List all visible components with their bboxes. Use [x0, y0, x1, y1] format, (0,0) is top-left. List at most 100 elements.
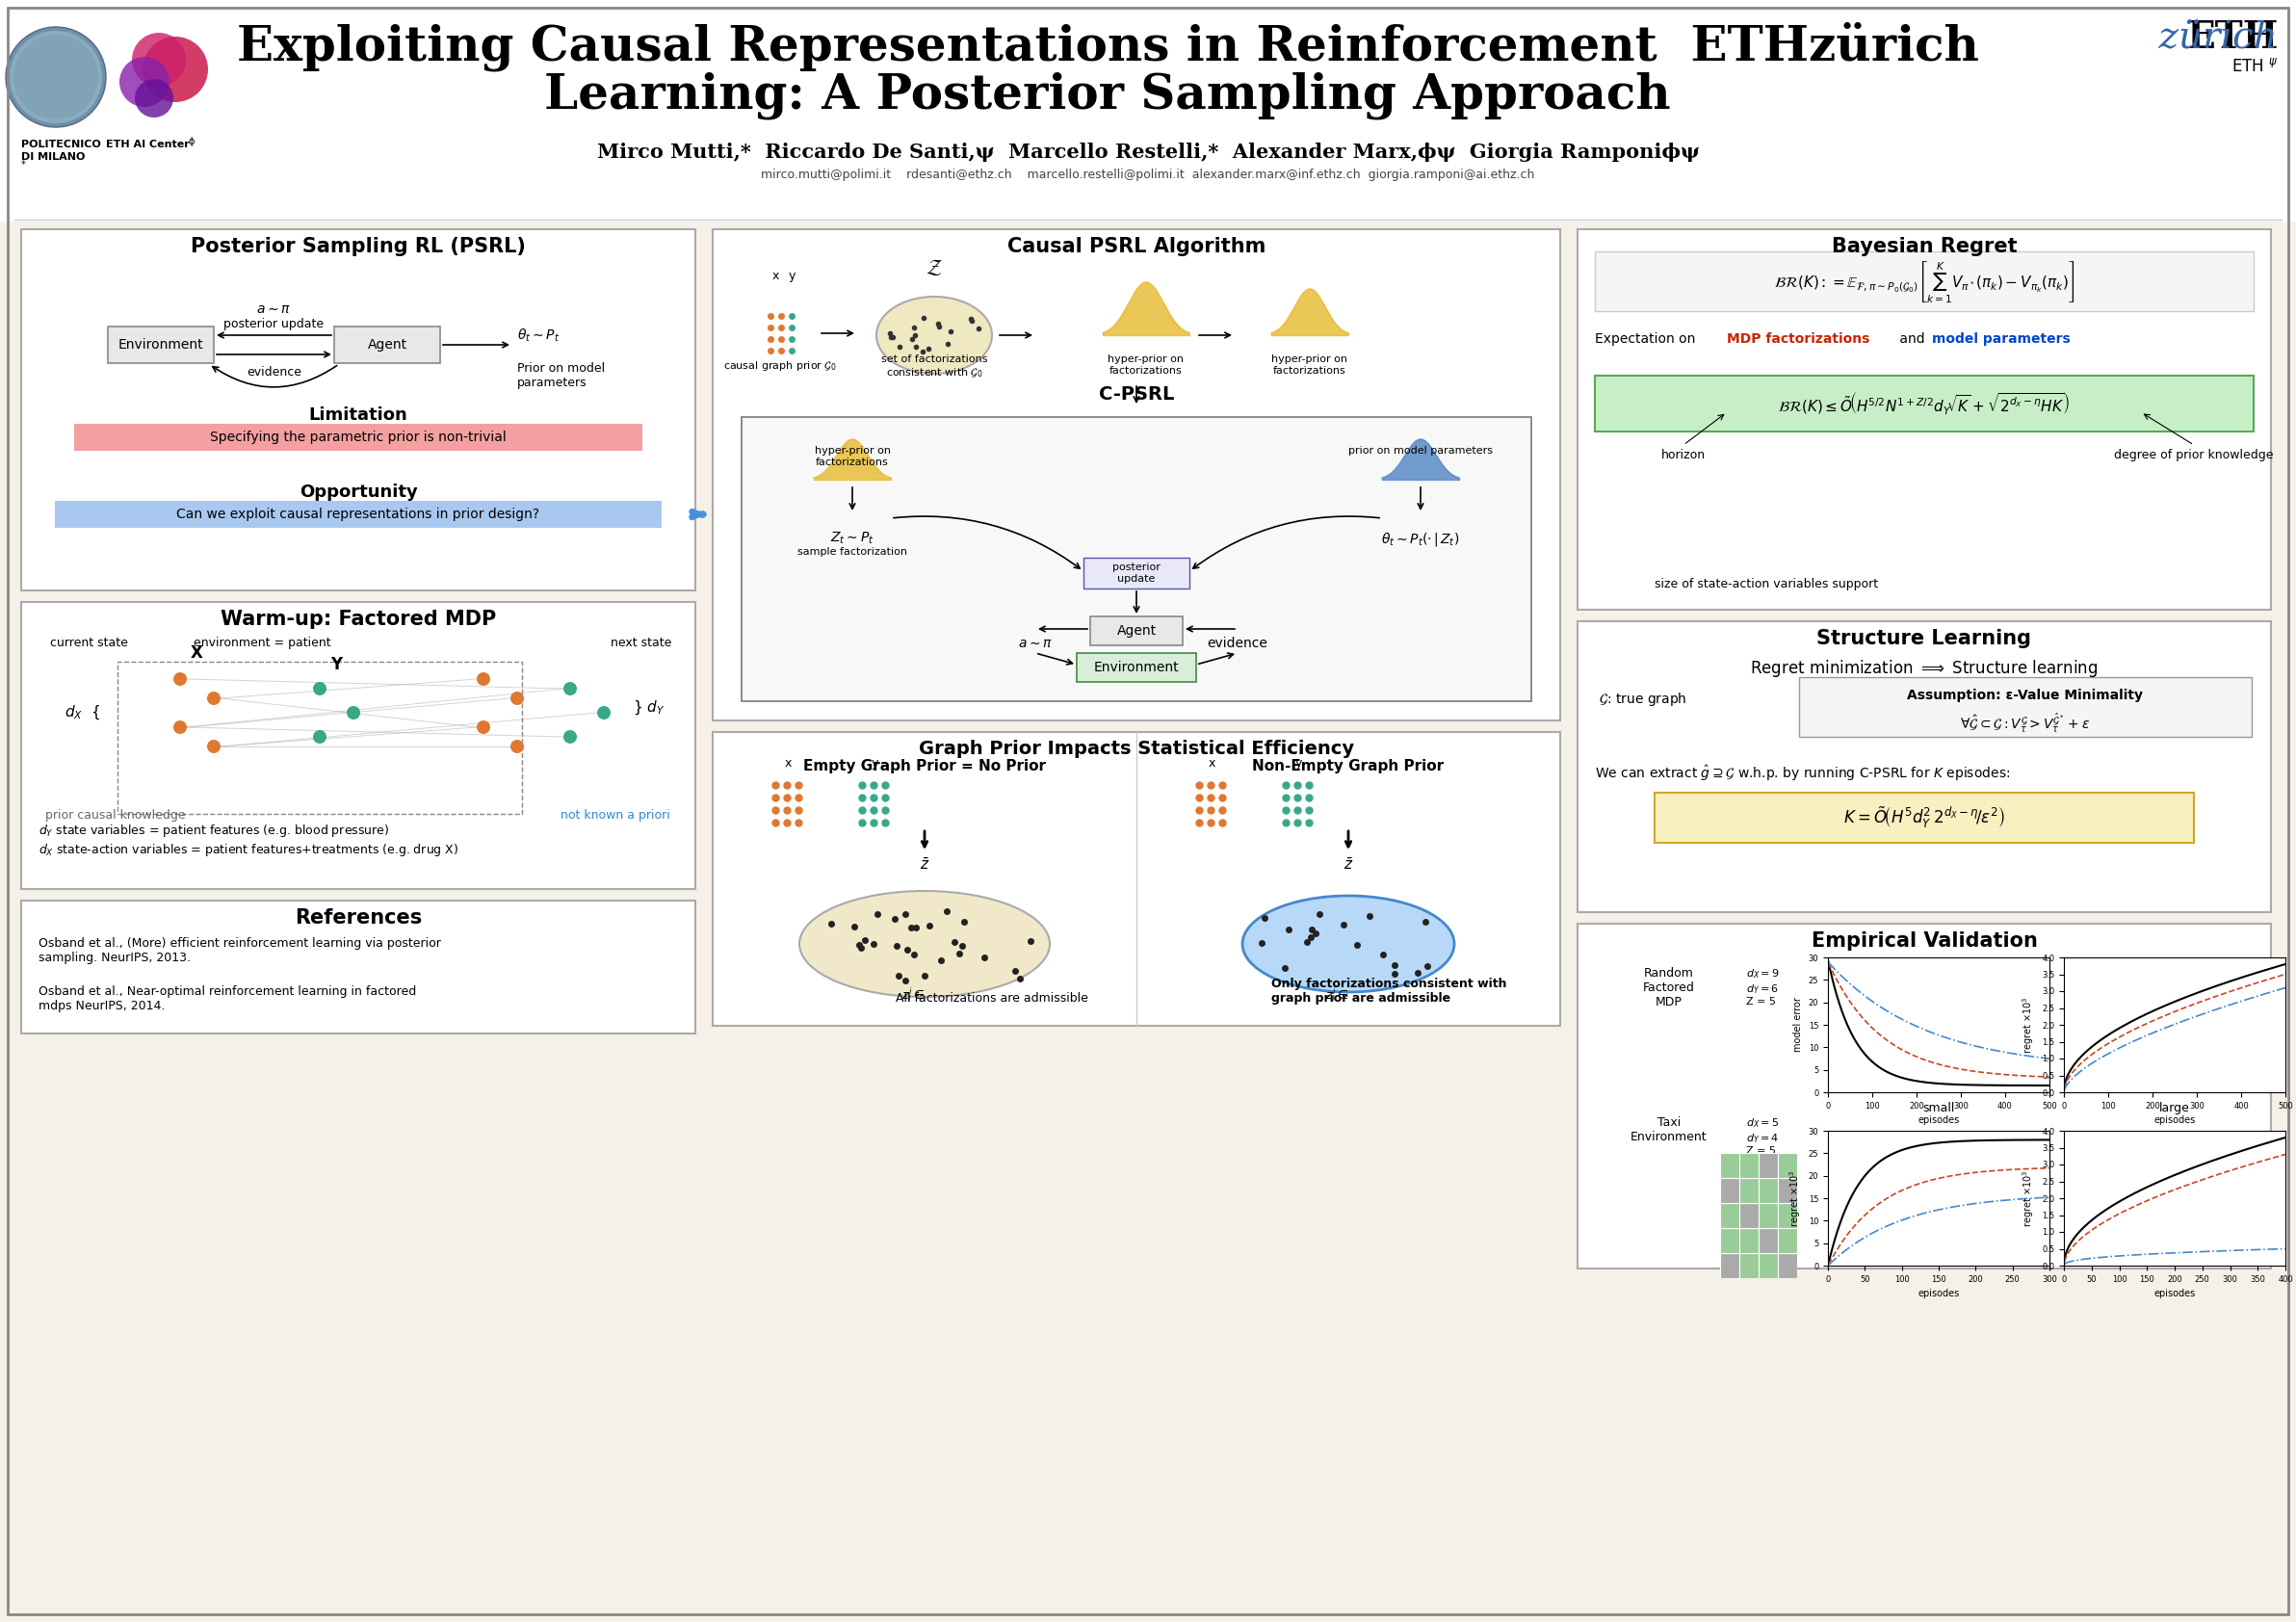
Text: Random
Factored
MDP: Random Factored MDP	[1644, 967, 1694, 1009]
Text: We can extract $\hat{g} \supseteq \mathcal{G}$ w.h.p. by running C-PSRL for $K$ : We can extract $\hat{g} \supseteq \mathc…	[1596, 764, 2011, 783]
Bar	[1577, 229, 2271, 610]
Bar	[1777, 1178, 1798, 1204]
Text: DI MILANO: DI MILANO	[21, 152, 85, 162]
Circle shape	[478, 672, 491, 686]
Text: Environment: Environment	[1093, 660, 1180, 675]
Text: Non-Empty Graph Prior: Non-Empty Graph Prior	[1251, 759, 1444, 774]
Text: $\mathcal{G}$: true graph: $\mathcal{G}$: true graph	[1598, 691, 1688, 707]
Text: next state: next state	[611, 637, 670, 649]
Text: small: small	[1922, 1101, 1954, 1114]
Circle shape	[312, 681, 326, 696]
Text: ETH: ETH	[2186, 19, 2278, 55]
Text: posterior update: posterior update	[223, 318, 324, 331]
Text: POLITECNICO: POLITECNICO	[21, 139, 101, 149]
Bar	[1720, 1254, 1740, 1278]
Text: $d_X$ state-action variables = patient features+treatments (e.g. drug X): $d_X$ state-action variables = patient f…	[39, 842, 459, 858]
Text: $Z_t \sim P_t$: $Z_t \sim P_t$	[831, 530, 875, 547]
Text: mirco.mutti@polimi.it    rdesanti@ethz.ch    marcello.restelli@polimi.it  alexan: mirco.mutti@polimi.it rdesanti@ethz.ch m…	[762, 169, 1534, 182]
Circle shape	[7, 28, 106, 127]
Text: zürich: zürich	[2112, 19, 2278, 55]
Text: Osband et al., (More) efficient reinforcement learning via posterior
sampling. N: Osband et al., (More) efficient reinforc…	[39, 938, 441, 963]
Bar	[712, 229, 1561, 720]
Text: $\bar{z}$: $\bar{z}$	[921, 858, 930, 873]
Y-axis label: regret $\times 10^3$: regret $\times 10^3$	[2020, 996, 2037, 1054]
Text: $d_X = 5$
$d_Y = 4$
Z = 5: $d_X = 5$ $d_Y = 4$ Z = 5	[1745, 1116, 1779, 1156]
Text: Empirical Validation: Empirical Validation	[1812, 931, 2037, 950]
Circle shape	[347, 706, 360, 720]
Bar	[1759, 1178, 1777, 1204]
Text: $a \sim \pi$: $a \sim \pi$	[257, 302, 292, 316]
Bar	[108, 326, 214, 363]
Bar	[1759, 1254, 1777, 1278]
Text: Can we exploit causal representations in prior design?: Can we exploit causal representations in…	[177, 508, 540, 521]
Text: Graph Prior Impacts Statistical Efficiency: Graph Prior Impacts Statistical Efficien…	[918, 740, 1355, 757]
Text: posterior
update: posterior update	[1114, 563, 1159, 584]
Circle shape	[14, 34, 99, 120]
Bar	[73, 423, 643, 451]
Circle shape	[312, 730, 326, 743]
Text: x: x	[785, 757, 792, 769]
Bar	[21, 900, 696, 1033]
Circle shape	[563, 730, 576, 743]
Circle shape	[563, 681, 576, 696]
Bar	[1577, 621, 2271, 912]
Text: Agent: Agent	[1116, 624, 1157, 637]
Text: x: x	[1208, 757, 1215, 769]
Text: prior causal knowledge: prior causal knowledge	[46, 809, 186, 822]
Bar	[1720, 1153, 1740, 1178]
Circle shape	[207, 740, 220, 753]
Ellipse shape	[799, 890, 1049, 998]
Bar	[1777, 1204, 1798, 1228]
Text: ETH AI Center: ETH AI Center	[106, 139, 191, 149]
Text: $K = \tilde{O}\!\left(H^5 d_Y^2\, 2^{d_X - \eta}\!/\varepsilon^2\right)$: $K = \tilde{O}\!\left(H^5 d_Y^2\, 2^{d_X…	[1844, 805, 2004, 830]
Ellipse shape	[877, 297, 992, 373]
Bar	[1800, 676, 2252, 736]
Text: not known a priori: not known a priori	[560, 809, 670, 822]
Text: y: y	[1295, 757, 1302, 769]
Bar	[55, 501, 661, 527]
Text: Exploiting Causal Representations in Reinforcement  ETHzürich: Exploiting Causal Representations in Rei…	[236, 21, 1979, 71]
Bar	[1777, 1254, 1798, 1278]
Text: hyper-prior on
factorizations: hyper-prior on factorizations	[1109, 355, 1185, 375]
Text: MDP factorizations: MDP factorizations	[1727, 333, 1869, 345]
Bar	[117, 662, 521, 814]
Text: Assumption: ε-Value Minimality: Assumption: ε-Value Minimality	[1908, 689, 2144, 702]
Text: x: x	[771, 269, 778, 282]
Bar	[1596, 251, 2255, 311]
Text: and: and	[1896, 333, 1929, 345]
Circle shape	[131, 32, 186, 86]
Text: environment = patient: environment = patient	[193, 637, 331, 649]
Text: large: large	[2158, 1101, 2190, 1114]
Text: $\mathcal{BR}(K) := \mathbb{E}_{\mathcal{F},\pi \sim P_0(\mathcal{G}_0)}\left[\s: $\mathcal{BR}(K) := \mathbb{E}_{\mathcal…	[1775, 258, 2076, 303]
Text: Bayesian Regret: Bayesian Regret	[1832, 237, 2016, 256]
Bar	[1740, 1228, 1759, 1254]
Text: y: y	[870, 757, 877, 769]
Text: model parameters: model parameters	[1931, 333, 2071, 345]
Bar	[1091, 616, 1182, 646]
Bar	[1777, 1153, 1798, 1178]
Text: causal graph prior $\mathcal{G}_0$: causal graph prior $\mathcal{G}_0$	[723, 358, 836, 373]
Text: sample factorization: sample factorization	[797, 547, 907, 556]
Bar	[1777, 1228, 1798, 1254]
Text: $\mathcal{Z}$: $\mathcal{Z}$	[925, 258, 944, 277]
X-axis label: episodes: episodes	[1917, 1116, 1958, 1126]
Bar	[1596, 376, 2255, 431]
Text: C-PSRL: C-PSRL	[1100, 386, 1173, 404]
X-axis label: episodes: episodes	[1917, 1289, 1958, 1299]
Ellipse shape	[1242, 895, 1453, 993]
Circle shape	[9, 31, 101, 123]
Text: size of state-action variables support: size of state-action variables support	[1655, 577, 1878, 590]
Bar	[1740, 1204, 1759, 1228]
Text: $z_l^i \in$: $z_l^i \in$	[1325, 986, 1348, 1004]
Circle shape	[478, 720, 491, 733]
Text: $d_X$  {: $d_X$ {	[64, 704, 101, 722]
Circle shape	[597, 706, 611, 720]
Text: current state: current state	[51, 637, 129, 649]
Text: Prior on model
parameters: Prior on model parameters	[517, 362, 604, 389]
Text: $\mathcal{BR}(K) \leq \tilde{O}\!\left(H^{5/2}N^{1+Z/2}d_Y\!\sqrt{K} + \sqrt{2^{: $\mathcal{BR}(K) \leq \tilde{O}\!\left(H…	[1777, 391, 2071, 417]
Text: $\forall\hat{\mathcal{G}} \subset \mathcal{G}: V_\tau^{\mathcal{G}} > V_\tau^{\h: $\forall\hat{\mathcal{G}} \subset \mathc…	[1961, 712, 2089, 736]
Text: } $d_Y$: } $d_Y$	[634, 699, 666, 717]
Text: Regret minimization $\Longrightarrow$ Structure learning: Regret minimization $\Longrightarrow$ St…	[1750, 659, 2099, 680]
Text: $z_l^i \in$: $z_l^i \in$	[902, 986, 925, 1004]
Bar	[1740, 1153, 1759, 1178]
